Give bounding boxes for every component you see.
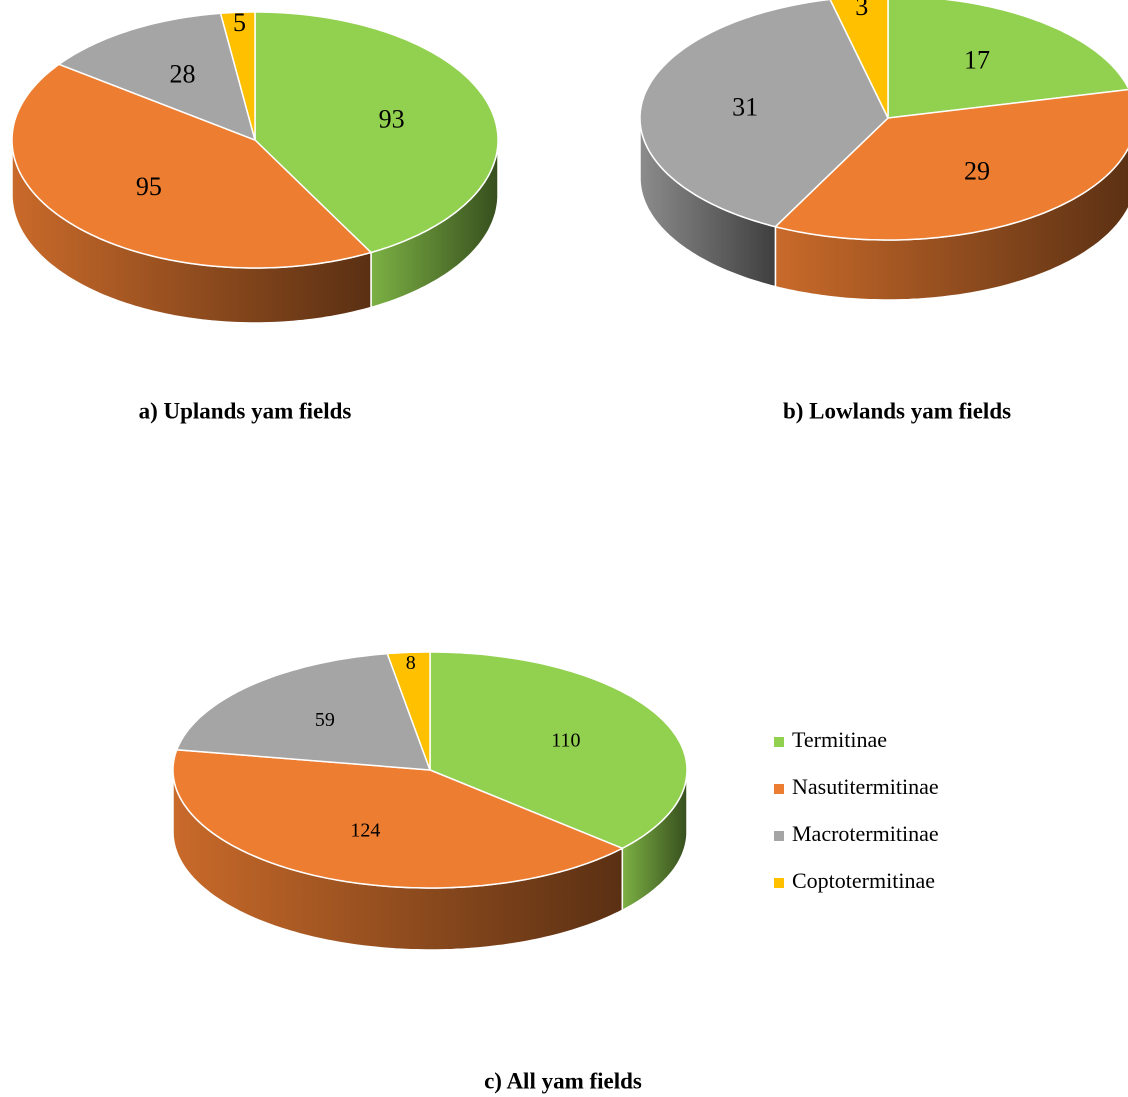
chart-title: c) All yam fields bbox=[484, 1068, 642, 1093]
legend-label: Termitinae bbox=[792, 727, 887, 752]
data-label: 5 bbox=[233, 8, 246, 37]
data-label: 8 bbox=[406, 652, 416, 674]
legend-swatch bbox=[774, 737, 784, 747]
slice bbox=[11, 63, 373, 269]
legend-label: Macrotermitinae bbox=[792, 821, 939, 846]
data-label: 29 bbox=[964, 157, 990, 186]
slice bbox=[254, 11, 499, 254]
data-label: 3 bbox=[855, 0, 868, 21]
slice bbox=[639, 0, 889, 228]
chart-title: b) Lowlands yam fields bbox=[783, 398, 1011, 423]
slice bbox=[386, 651, 431, 771]
data-label: 93 bbox=[379, 105, 405, 134]
slice bbox=[829, 0, 889, 119]
data-label: 110 bbox=[551, 730, 580, 752]
legend-label: Nasutitermitinae bbox=[792, 774, 939, 799]
legend-swatch bbox=[774, 878, 784, 888]
slice bbox=[219, 11, 256, 141]
legend-swatch bbox=[774, 831, 784, 841]
data-label: 124 bbox=[350, 819, 380, 841]
data-label: 59 bbox=[315, 709, 335, 731]
slice bbox=[773, 88, 1128, 241]
chart-title: a) Uplands yam fields bbox=[139, 398, 352, 423]
data-label: 31 bbox=[732, 93, 758, 122]
legend-label: Coptotermitinae bbox=[792, 868, 935, 893]
data-label: 28 bbox=[170, 59, 196, 88]
data-label: 17 bbox=[964, 45, 990, 74]
slice bbox=[175, 652, 432, 771]
slice bbox=[429, 651, 688, 850]
data-label: 95 bbox=[136, 172, 162, 201]
slice bbox=[887, 0, 1128, 119]
slice bbox=[57, 12, 257, 142]
slice bbox=[172, 749, 625, 889]
legend-swatch bbox=[774, 784, 784, 794]
